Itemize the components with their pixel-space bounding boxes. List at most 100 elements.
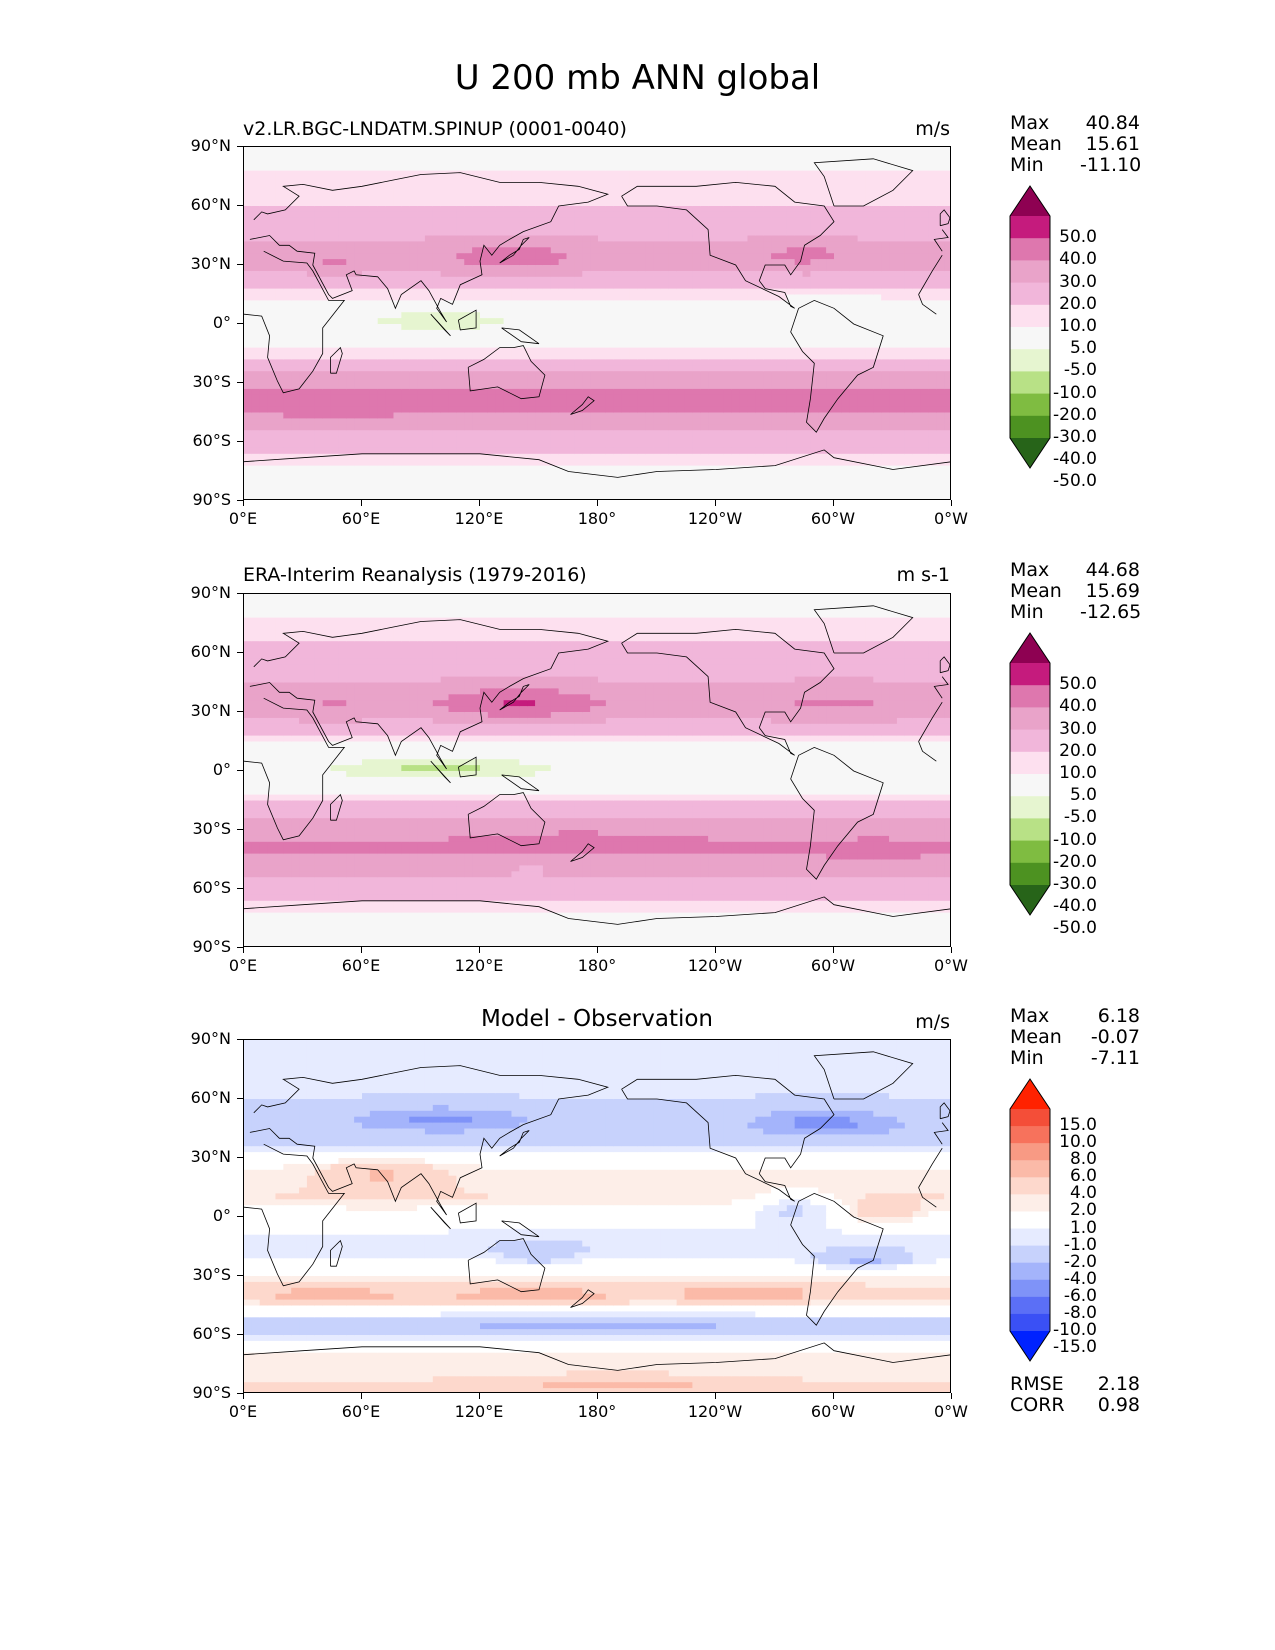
field-cell [464,235,473,242]
field-cell [456,329,465,337]
field-cell [535,353,544,360]
field-cell [708,347,717,355]
field-cell [275,465,284,473]
field-cell [275,182,284,189]
field-cell [857,182,867,189]
field-cell [448,294,457,301]
field-cell [519,459,528,467]
field-cell [692,394,701,402]
field-cell [716,377,725,384]
field-cell [558,324,568,331]
field-cell [590,347,599,355]
field-cell [613,312,623,319]
field-cell [377,318,387,325]
field-cell [267,265,277,272]
field-cell [259,359,269,366]
field-cell [409,400,418,408]
field-cell [810,347,819,355]
field-cell [865,477,874,484]
field-cell [684,465,693,473]
field-cell [417,388,426,396]
field-cell [369,182,379,189]
field-cell [889,465,898,473]
field-cell [495,265,505,272]
field-cell [369,294,379,301]
field-cell [653,300,662,307]
field-cell [558,170,568,178]
field-cell [275,229,284,237]
field-cell [448,329,457,337]
field-cell [708,306,717,313]
field-cell [763,211,772,219]
field-cell [566,430,575,437]
field-cell [409,211,418,219]
field-cell [527,383,536,390]
field-cell [692,400,701,408]
field-cell [330,442,339,449]
field-cell [613,306,623,313]
field-cell [629,365,638,372]
field-cell [723,388,733,396]
field-cell [818,253,827,260]
field-cell [889,447,898,455]
field-cell [731,229,741,237]
field-cell [354,447,363,455]
field-cell [786,158,796,166]
field-cell [464,489,473,496]
field-cell [480,235,489,242]
field-cell [527,418,536,425]
field-cell [566,253,575,260]
field-cell [417,306,426,313]
field-cell [794,182,804,189]
field-cell [283,442,292,449]
field-cell [314,324,324,331]
field-cell [424,259,434,266]
field-cell [330,436,339,443]
field-cell [354,158,363,166]
field-cell [684,158,693,166]
field-cell [566,383,575,390]
field-cell [244,412,253,419]
field-cell [645,359,654,366]
field-cell [613,182,623,189]
field-cell [409,365,418,372]
field-cell [700,483,709,490]
field-cell [881,400,890,408]
field-cell [613,341,623,349]
field-cell [464,335,473,343]
field-cell [464,223,473,231]
field-cell [377,418,387,425]
field-cell [527,412,536,419]
field-cell [283,365,292,372]
field-cell [723,194,733,201]
field-cell [794,235,804,242]
field-cell [613,294,623,301]
field-cell [267,259,277,266]
field-cell [810,365,819,372]
field-cell [621,188,631,195]
field-cell [244,424,253,431]
field-cell [267,170,277,178]
field-cell [818,383,827,390]
field-cell [346,253,355,260]
field-cell [306,147,316,154]
field-cell [393,282,402,290]
field-cell [487,188,497,195]
field-cell [810,211,819,219]
field-cell [440,200,450,207]
field-cell [826,418,835,425]
field-cell [598,217,607,225]
field-cell [558,294,568,301]
field-cell [527,300,536,307]
field-cell [857,483,867,490]
field-cell [487,276,497,284]
field-cell [330,300,339,307]
field-cell [598,453,607,461]
field-cell [786,318,796,325]
field-cell [385,235,395,242]
field-cell [802,359,811,366]
field-cell [369,324,379,331]
field-cell [251,276,261,284]
field-cell [472,259,481,266]
field-cell [527,371,536,378]
